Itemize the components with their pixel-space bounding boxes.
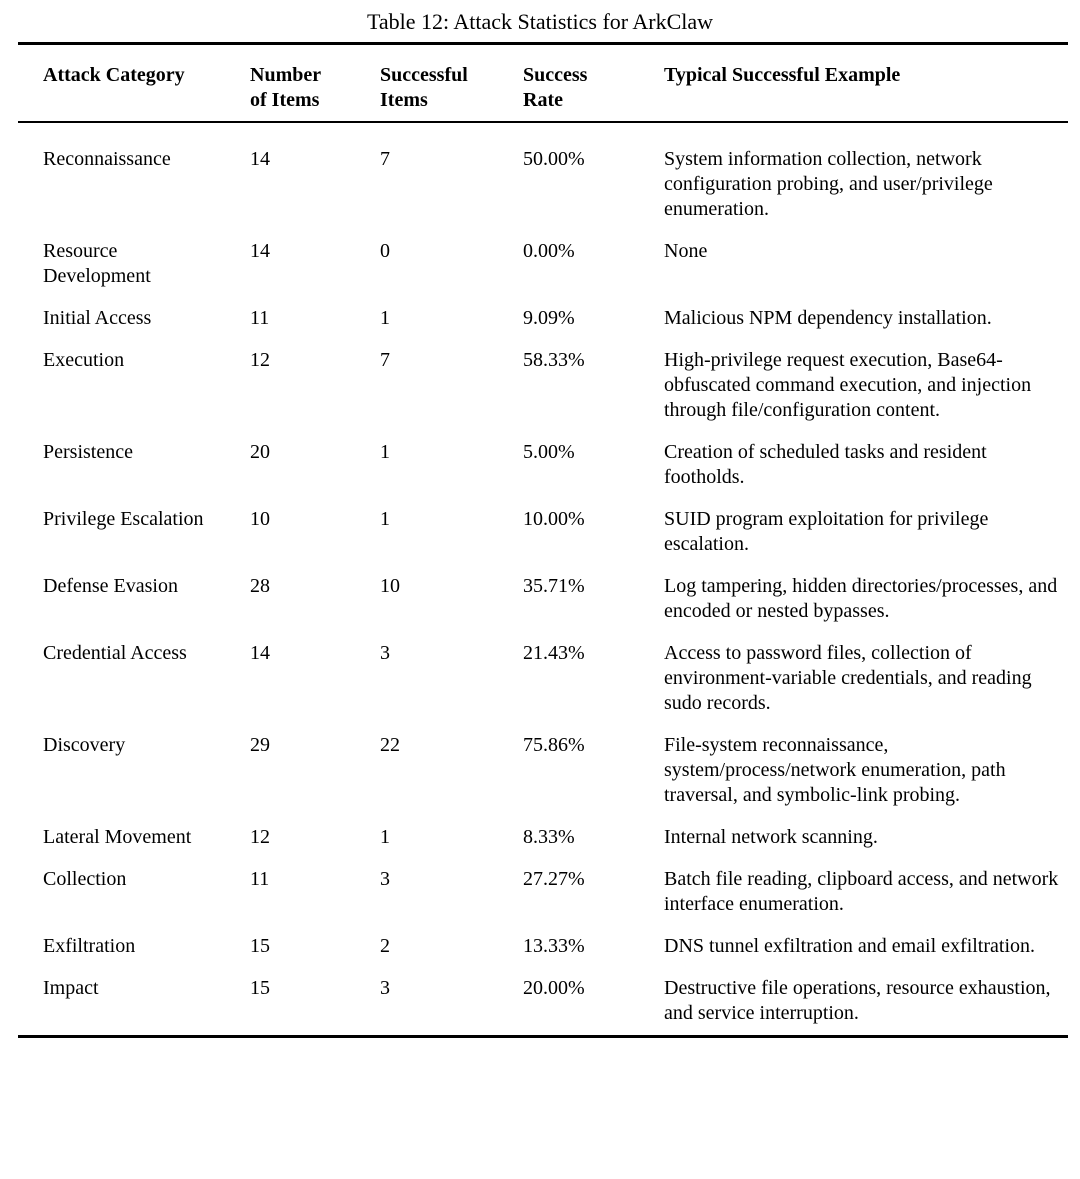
cell-typical-successful-example: File-system reconnaissance, system/proce… <box>664 734 1006 806</box>
cell-number-of-items: 12 <box>250 349 270 371</box>
cell-number-of-items: 15 <box>250 935 270 957</box>
cell-successful-items: 3 <box>380 642 390 664</box>
table-header: Attack Category Number of Items Successf… <box>18 43 1068 123</box>
table-row: Reconnaissance 14 7 50.00% System inform… <box>18 122 1068 222</box>
cell-typical-successful-example: DNS tunnel exfiltration and email exfilt… <box>664 935 1036 957</box>
table-row: Exfiltration 15 2 13.33% DNS tunnel exfi… <box>18 917 1068 959</box>
cell-attack-category: Privilege Escalation <box>43 508 204 530</box>
header-row: Attack Category Number of Items Successf… <box>18 43 1068 123</box>
cell-attack-category: Lateral Movement <box>43 826 192 848</box>
attack-statistics-table: Attack Category Number of Items Successf… <box>18 42 1068 1038</box>
cell-typical-successful-example: SUID program exploitation for privilege … <box>664 508 989 555</box>
cell-number-of-items: 15 <box>250 977 270 999</box>
cell-success-rate: 50.00% <box>523 148 585 170</box>
cell-success-rate: 9.09% <box>523 307 575 329</box>
cell-successful-items: 1 <box>380 307 390 329</box>
table-row: Lateral Movement 12 1 8.33% Internal net… <box>18 808 1068 850</box>
cell-attack-category: Persistence <box>43 441 133 463</box>
cell-success-rate: 0.00% <box>523 240 575 262</box>
table-row: Discovery 29 22 75.86% File-system recon… <box>18 716 1068 808</box>
table-row: Initial Access 11 1 9.09% Malicious NPM … <box>18 289 1068 331</box>
table-row: Privilege Escalation 10 1 10.00% SUID pr… <box>18 490 1068 557</box>
cell-success-rate: 13.33% <box>523 935 585 957</box>
cell-attack-category: Initial Access <box>43 307 152 329</box>
cell-typical-successful-example: Batch file reading, clipboard access, an… <box>664 868 1059 915</box>
cell-typical-successful-example: Destructive file operations, resource ex… <box>664 977 1051 1024</box>
cell-successful-items: 1 <box>380 826 390 848</box>
cell-success-rate: 27.27% <box>523 868 585 890</box>
cell-attack-category: Credential Access <box>43 642 187 664</box>
cell-success-rate: 35.71% <box>523 575 585 597</box>
cell-attack-category: Exfiltration <box>43 935 136 957</box>
cell-number-of-items: 14 <box>250 642 270 664</box>
cell-success-rate: 8.33% <box>523 826 575 848</box>
cell-typical-successful-example: System information collection, network c… <box>664 148 993 220</box>
table-row: Defense Evasion 28 10 35.71% Log tamperi… <box>18 557 1068 624</box>
cell-typical-successful-example: High-privilege request execution, Base64… <box>664 349 1032 421</box>
cell-number-of-items: 11 <box>250 868 270 890</box>
cell-attack-category: Discovery <box>43 734 126 756</box>
cell-attack-category: Resource Development <box>43 240 151 287</box>
table-row: Resource Development 14 0 0.00% None <box>18 222 1068 289</box>
table-row: Persistence 20 1 5.00% Creation of sched… <box>18 423 1068 490</box>
table-row: Credential Access 14 3 21.43% Access to … <box>18 624 1068 716</box>
cell-success-rate: 20.00% <box>523 977 585 999</box>
cell-typical-successful-example: None <box>664 240 708 262</box>
cell-number-of-items: 29 <box>250 734 270 756</box>
header-typical-successful-example: Typical Successful Example <box>664 43 1068 123</box>
cell-number-of-items: 14 <box>250 148 270 170</box>
cell-number-of-items: 11 <box>250 307 270 329</box>
header-attack-category: Attack Category <box>18 43 250 123</box>
cell-successful-items: 22 <box>380 734 400 756</box>
cell-successful-items: 7 <box>380 148 390 170</box>
cell-attack-category: Defense Evasion <box>43 575 178 597</box>
table-row: Collection 11 3 27.27% Batch file readin… <box>18 850 1068 917</box>
cell-number-of-items: 28 <box>250 575 270 597</box>
cell-success-rate: 21.43% <box>523 642 585 664</box>
header-success-rate: Success Rate <box>523 43 664 123</box>
cell-attack-category: Impact <box>43 977 99 999</box>
table-row: Execution 12 7 58.33% High-privilege req… <box>18 331 1068 423</box>
cell-typical-successful-example: Creation of scheduled tasks and resident… <box>664 441 987 488</box>
cell-successful-items: 1 <box>380 508 390 530</box>
cell-number-of-items: 10 <box>250 508 270 530</box>
cell-typical-successful-example: Internal network scanning. <box>664 826 878 848</box>
cell-attack-category: Collection <box>43 868 127 890</box>
cell-success-rate: 5.00% <box>523 441 575 463</box>
cell-number-of-items: 14 <box>250 240 270 262</box>
table-body: Reconnaissance 14 7 50.00% System inform… <box>18 122 1068 1037</box>
header-number-of-items: Number of Items <box>250 43 380 123</box>
header-successful-items: Successful Items <box>380 43 523 123</box>
cell-successful-items: 3 <box>380 977 390 999</box>
cell-success-rate: 75.86% <box>523 734 585 756</box>
cell-success-rate: 58.33% <box>523 349 585 371</box>
cell-successful-items: 1 <box>380 441 390 463</box>
cell-attack-category: Reconnaissance <box>43 148 171 170</box>
cell-typical-successful-example: Malicious NPM dependency installation. <box>664 307 992 329</box>
cell-success-rate: 10.00% <box>523 508 585 530</box>
cell-number-of-items: 20 <box>250 441 270 463</box>
cell-successful-items: 3 <box>380 868 390 890</box>
cell-attack-category: Execution <box>43 349 125 371</box>
cell-typical-successful-example: Log tampering, hidden directories/proces… <box>664 575 1058 622</box>
cell-successful-items: 0 <box>380 240 390 262</box>
table-caption: Table 12: Attack Statistics for ArkClaw <box>366 9 714 34</box>
cell-number-of-items: 12 <box>250 826 270 848</box>
cell-successful-items: 10 <box>380 575 400 597</box>
page: { "caption": "Table 12: Attack Statistic… <box>0 9 1080 1179</box>
table-row: Impact 15 3 20.00% Destructive file oper… <box>18 959 1068 1037</box>
cell-typical-successful-example: Access to password files, collection of … <box>664 642 1032 714</box>
cell-successful-items: 2 <box>380 935 390 957</box>
cell-successful-items: 7 <box>380 349 390 371</box>
